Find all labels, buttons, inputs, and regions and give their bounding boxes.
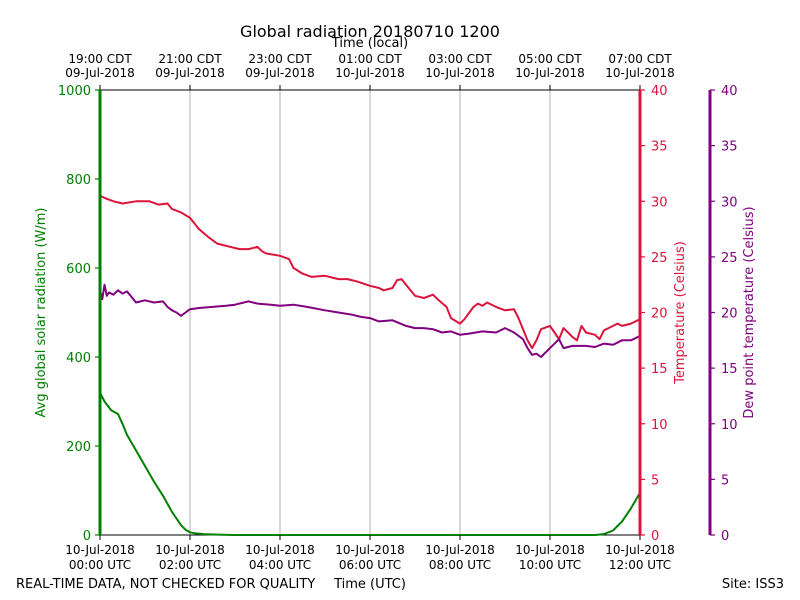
dewpoint-tick-label: 10 [721, 418, 738, 433]
top-tick-label-time: 05:00 CDT [518, 52, 582, 66]
temperature-tick-label: 40 [651, 84, 668, 99]
top-tick-label-time: 01:00 CDT [338, 52, 402, 66]
dewpoint-tick-label: 15 [721, 362, 738, 377]
radiation-axis-label: Avg global solar radiation (W/m) [34, 208, 49, 418]
top-tick-label-time: 23:00 CDT [248, 52, 312, 66]
x-tick-label-time: 04:00 UTC [249, 558, 311, 572]
temperature-tick-label: 20 [651, 307, 668, 322]
series-radiation-line [99, 392, 641, 536]
series-dewpoint-line [99, 283, 641, 358]
top-tick-label-date: 10-Jul-2018 [515, 66, 585, 80]
temperature-tick-label: 35 [651, 140, 668, 155]
temperature-tick-label: 5 [651, 473, 659, 488]
radiation-tick-label: 600 [66, 262, 91, 277]
radiation-tick-label: 800 [66, 173, 91, 188]
x-tick-label-time: 08:00 UTC [429, 558, 491, 572]
dewpoint-tick-label: 30 [721, 195, 738, 210]
top-tick-label-date: 09-Jul-2018 [65, 66, 135, 80]
top-tick-label-date: 10-Jul-2018 [605, 66, 675, 80]
x-tick-label-date: 10-Jul-2018 [155, 543, 225, 557]
x-axis-label: Time (UTC) [333, 577, 406, 592]
chart-title: Global radiation 20180710 1200 [240, 22, 500, 41]
dewpoint-axis-label: Dew point temperature (Celsius) [742, 206, 757, 418]
x-tick-label-time: 02:00 UTC [159, 558, 221, 572]
temperature-tick-label: 0 [651, 529, 659, 544]
site-label: Site: ISS3 [722, 577, 784, 592]
temperature-axis-label: Temperature (Celsius) [673, 241, 688, 385]
x-tick-label-date: 10-Jul-2018 [245, 543, 315, 557]
temperature-tick-label: 25 [651, 251, 668, 266]
series-layer [99, 194, 641, 536]
temperature-tick-label: 15 [651, 362, 668, 377]
radiation-tick-label: 200 [66, 440, 91, 455]
x-tick-label-date: 10-Jul-2018 [605, 543, 675, 557]
quality-warning: REAL-TIME DATA, NOT CHECKED FOR QUALITY [16, 577, 315, 592]
dewpoint-tick-label: 20 [721, 307, 738, 322]
x-tick-label-time: 12:00 UTC [609, 558, 671, 572]
x-tick-label-time: 00:00 UTC [69, 558, 131, 572]
gridlines [189, 90, 551, 535]
top-tick-label-time: 21:00 CDT [158, 52, 222, 66]
radiation-tick-label: 0 [83, 529, 91, 544]
temperature-tick-label: 10 [651, 418, 668, 433]
dewpoint-tick-label: 25 [721, 251, 738, 266]
top-tick-label-date: 09-Jul-2018 [245, 66, 315, 80]
x-tick-label-date: 10-Jul-2018 [425, 543, 495, 557]
top-tick-label-time: 07:00 CDT [608, 52, 672, 66]
temperature-tick-label: 30 [651, 195, 668, 210]
dewpoint-tick-label: 0 [721, 529, 729, 544]
dewpoint-tick-label: 35 [721, 140, 738, 155]
top-tick-label-date: 10-Jul-2018 [335, 66, 405, 80]
top-tick-label-date: 10-Jul-2018 [425, 66, 495, 80]
dewpoint-tick-label: 5 [721, 473, 729, 488]
series-temperature-line [99, 194, 641, 350]
x-tick-label-date: 10-Jul-2018 [515, 543, 585, 557]
radiation-tick-label: 400 [66, 351, 91, 366]
top-axis-label: Time (local) [331, 36, 408, 51]
top-tick-label-time: 19:00 CDT [68, 52, 132, 66]
x-tick-label-time: 06:00 UTC [339, 558, 401, 572]
top-tick-label-date: 09-Jul-2018 [155, 66, 225, 80]
radiation-tick-label: 1000 [58, 84, 91, 99]
x-tick-label-date: 10-Jul-2018 [335, 543, 405, 557]
x-tick-label-date: 10-Jul-2018 [65, 543, 135, 557]
dewpoint-tick-label: 40 [721, 84, 738, 99]
x-tick-label-time: 10:00 UTC [519, 558, 581, 572]
top-tick-label-time: 03:00 CDT [428, 52, 492, 66]
